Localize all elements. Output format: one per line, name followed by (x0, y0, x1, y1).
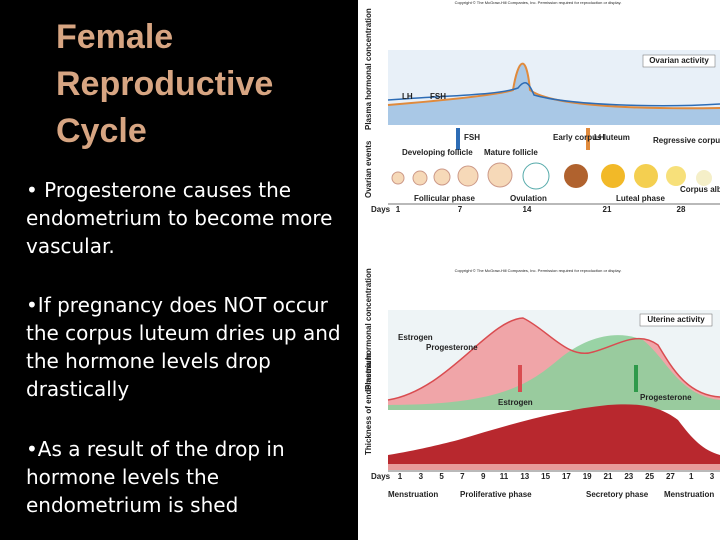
corpus-albicans (696, 170, 712, 186)
phase-label: Proliferative phase (460, 490, 532, 499)
stage-label: Corpus albicans (680, 185, 720, 194)
curve-label: Estrogen (398, 333, 433, 342)
stage-label: Developing follicle (402, 148, 473, 157)
day-label: 9 (481, 472, 486, 481)
text-area: Female Reproductive Cycle • Progesterone… (0, 0, 358, 540)
thickness-label: Thickness of endometrium (364, 353, 373, 455)
days: 1 7 14 21 28 (396, 205, 686, 214)
events-label: Ovarian events (364, 140, 373, 198)
y-label: Plasma hormonal concentration (364, 268, 373, 390)
corpus-luteum (601, 164, 625, 188)
arrow-label: LH (594, 133, 605, 142)
days: 1 3 5 7 9 11 13 15 17 19 21 23 25 27 1 3 (398, 472, 715, 481)
day-label: 21 (603, 205, 612, 214)
curve-area (388, 63, 720, 125)
day-label: 3 (419, 472, 424, 481)
follicle (522, 162, 550, 190)
curve-label: Progesterone (426, 343, 478, 352)
copyright: Copyright © The McGraw-Hill Companies, I… (455, 268, 622, 273)
phase-label: Menstruation (664, 490, 714, 499)
days-label: Days (371, 472, 391, 481)
stage-label: Regressive corpus luteum (653, 136, 720, 145)
arrow-label: Estrogen (498, 398, 533, 407)
panel-label: Uterine activity (647, 315, 705, 324)
day-label: 14 (523, 205, 532, 214)
bullet: •If pregnancy does NOT occur the corpus … (26, 293, 341, 401)
phase-label: Luteal phase (616, 194, 665, 203)
day-label: 17 (562, 472, 571, 481)
follicles (391, 162, 712, 190)
follicle (412, 170, 428, 186)
bullet: • Progesterone causes the endometrium to… (26, 178, 333, 258)
curve-label: FSH (430, 92, 446, 101)
day-label: 27 (666, 472, 675, 481)
copyright: Copyright © The McGraw-Hill Companies, I… (455, 0, 622, 5)
fsh-curve (387, 81, 720, 107)
stage-label: Mature follicle (484, 148, 538, 157)
day-label: 7 (460, 472, 465, 481)
day-label: 13 (520, 472, 529, 481)
day-label: 1 (396, 205, 401, 214)
phase-label: Follicular phase (414, 194, 475, 203)
follicle (457, 165, 479, 187)
day-label: 1 (398, 472, 403, 481)
day-label: 3 (710, 472, 715, 481)
corpus-luteum (564, 164, 588, 188)
stage-label: Early corpus luteum (553, 133, 630, 142)
day-label: 23 (624, 472, 633, 481)
day-label: 11 (500, 472, 509, 481)
days-label: Days (371, 205, 391, 214)
label-box (639, 313, 713, 327)
y-label: Plasma hormonal concentration (364, 8, 373, 130)
endometrium-base (388, 464, 720, 470)
day-label: 25 (645, 472, 654, 481)
day-label: 19 (583, 472, 592, 481)
arrow-label: FSH (464, 133, 480, 142)
day-label: 1 (689, 472, 694, 481)
day-label: 15 (541, 472, 550, 481)
day-label: 21 (604, 472, 613, 481)
arrow-label: Progesterone (640, 393, 692, 402)
day-label: 28 (677, 205, 686, 214)
label-box (642, 54, 716, 68)
corpus-luteum (666, 166, 686, 186)
day-label: 5 (439, 472, 444, 481)
curve-label: LH (402, 92, 413, 101)
figures: Copyright © The McGraw-Hill Companies, I… (358, 0, 720, 540)
bullet: •As a result of the drop in hormone leve… (26, 437, 285, 517)
estrogen-curve (387, 317, 720, 401)
phase-label: Menstruation (388, 490, 438, 499)
follicle (391, 171, 405, 185)
day-label: 7 (458, 205, 463, 214)
phase-label: Ovulation (510, 194, 547, 203)
panel-label: Ovarian activity (649, 56, 709, 65)
follicle (487, 162, 513, 188)
follicle (433, 168, 451, 186)
endometrium (388, 404, 720, 470)
phase-label: Secretory phase (586, 490, 649, 499)
slide-title: Female Reproductive Cycle (56, 18, 274, 150)
corpus-luteum (634, 164, 658, 188)
lh-curve (387, 62, 720, 110)
